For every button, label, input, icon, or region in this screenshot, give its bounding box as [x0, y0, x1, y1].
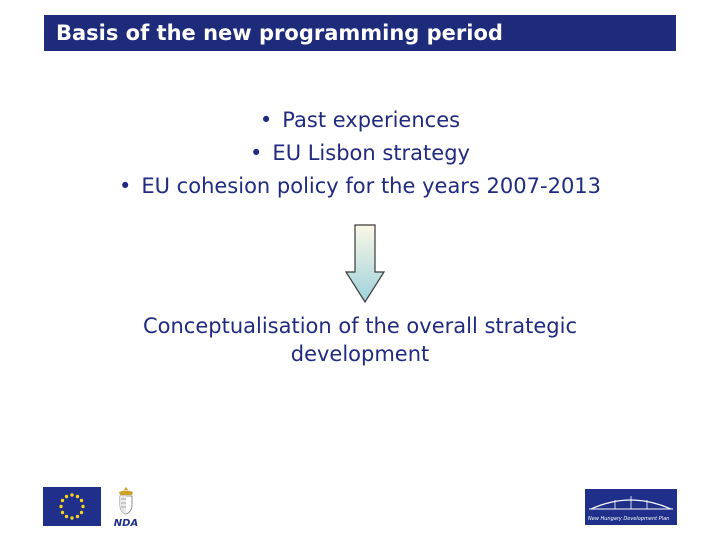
ndp-logo: New Hungary Development Plan — [585, 489, 677, 525]
bullet-symbol: • — [118, 174, 132, 198]
title-bar: Basis of the new programming period — [44, 15, 676, 51]
eu-stars-icon — [59, 493, 85, 520]
bullet-item: • EU cohesion policy for the years 2007-2… — [0, 170, 720, 203]
bullet-symbol: • — [250, 141, 263, 165]
bullet-list: • Past experiences • EU Lisbon strategy • E… — [0, 104, 720, 203]
conclusion-line-1: Conceptualisation of the overall strateg… — [142, 314, 578, 338]
down-arrow-icon — [345, 224, 385, 304]
nda-label: NDA — [113, 518, 139, 529]
bullet-item: • EU Lisbon strategy — [0, 137, 720, 170]
nda-logo: NDA — [108, 485, 144, 529]
conclusion-line-2: development — [290, 342, 430, 366]
coat-of-arms-icon — [119, 487, 133, 515]
ndp-label: New Hungary Development Plan — [588, 516, 670, 522]
bullet-text: EU Lisbon strategy — [272, 141, 470, 165]
bullet-symbol: • — [259, 108, 273, 132]
conclusion-text: Conceptualisation of the overall strateg… — [0, 312, 720, 368]
bridge-icon — [589, 496, 673, 510]
slide-title: Basis of the new programming period — [56, 21, 503, 45]
bullet-item: • Past experiences — [0, 104, 720, 137]
bullet-text: Past experiences — [282, 108, 461, 132]
bullet-text: EU cohesion policy for the years 2007-20… — [141, 174, 602, 198]
eu-flag-logo — [43, 487, 101, 526]
